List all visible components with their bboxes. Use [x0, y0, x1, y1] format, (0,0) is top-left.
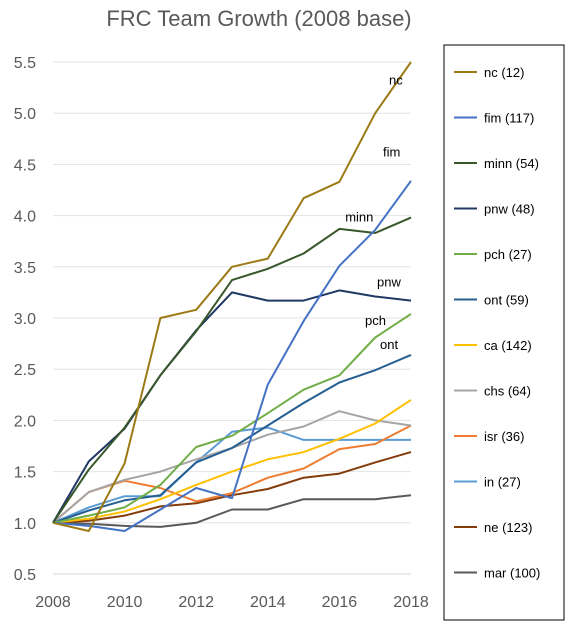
x-tick-label: 2016 [322, 594, 358, 611]
x-tick-label: 2010 [107, 594, 143, 611]
series-line [52, 313, 412, 524]
legend-entry: minn (54) [484, 156, 539, 171]
y-tick-label: 4.0 [14, 209, 36, 226]
series-line [52, 353, 412, 524]
series-line [52, 289, 412, 524]
series-line [52, 216, 412, 524]
chart-title: FRC Team Growth (2008 base) [106, 6, 411, 31]
legend-entry: isr (36) [484, 429, 524, 444]
y-tick-label: 5.5 [14, 55, 36, 72]
series-end-label: nc [389, 72, 403, 87]
y-tick-label: 2.0 [14, 413, 36, 430]
series-end-label: fim [383, 144, 400, 159]
x-tick-label: 2018 [393, 594, 429, 611]
series-end-label: pnw [377, 274, 401, 289]
series-line [52, 494, 412, 528]
legend-entry: mar (100) [484, 566, 540, 581]
y-tick-label: 0.5 [14, 567, 36, 584]
legend-box [443, 44, 565, 621]
series-end-label: minn [345, 210, 373, 225]
series-end-labels: nc fim minn pnw pch ont [345, 72, 403, 351]
y-tick-label: 4.5 [14, 157, 36, 174]
series-lines [52, 61, 412, 532]
series-line [52, 61, 412, 532]
x-tick-label: 2008 [35, 594, 71, 611]
legend: nc (12) fim (117) minn (54) pnw (48) pch (27… [454, 65, 540, 581]
series-end-label: ont [380, 337, 398, 352]
y-tick-label: 2.5 [14, 362, 36, 379]
y-axis-tick-labels: 0.5 1.0 1.5 2.0 2.5 3.0 3.5 4.0 4.5 5.0 5.5 [14, 55, 36, 584]
y-tick-label: 1.5 [14, 465, 36, 482]
y-tick-label: 3.0 [14, 311, 36, 328]
y-tick-label: 5.0 [14, 106, 36, 123]
series-line [52, 426, 411, 524]
legend-entry: fim (117) [484, 111, 534, 126]
series-line [52, 180, 412, 532]
legend-entry: in (27) [484, 475, 521, 490]
legend-entry: pch (27) [484, 247, 532, 262]
legend-entry: chs (64) [484, 384, 531, 399]
series-end-label: pch [365, 313, 386, 328]
legend-entry: ont (59) [484, 293, 529, 308]
x-tick-label: 2014 [250, 594, 286, 611]
legend-entry: ne (123) [484, 520, 532, 535]
y-tick-label: 3.5 [14, 260, 36, 277]
legend-entry: ca (142) [484, 338, 532, 353]
legend-entry: nc (12) [484, 65, 524, 80]
y-tick-label: 1.0 [14, 516, 36, 533]
x-tick-label: 2012 [178, 594, 214, 611]
legend-entry: pnw (48) [484, 202, 535, 217]
x-axis-tick-labels: 2008 2010 2012 2014 2016 2018 [35, 594, 429, 611]
series-line [52, 399, 412, 524]
